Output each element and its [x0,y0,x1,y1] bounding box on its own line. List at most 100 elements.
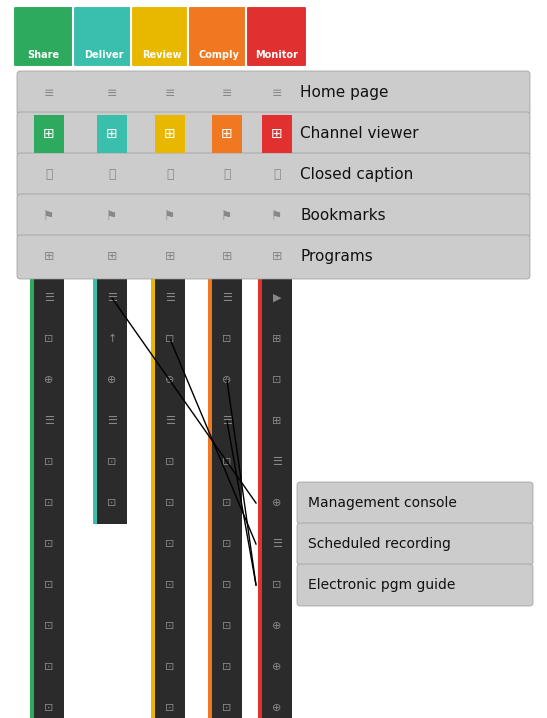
Text: ⚑: ⚑ [165,210,176,223]
Text: ⊡: ⊡ [44,662,54,672]
FancyBboxPatch shape [17,194,530,238]
Text: ⊞: ⊞ [165,251,175,264]
Text: ↑: ↑ [107,334,117,344]
Text: Share: Share [27,50,60,60]
FancyBboxPatch shape [17,153,530,197]
Bar [208,74,212,718]
Text: ⚑: ⚑ [222,210,232,223]
Text: ⊡: ⊡ [165,498,174,508]
Text: ⊡: ⊡ [222,621,232,631]
Text: ⊡: ⊡ [44,703,54,713]
Text: Home page: Home page [300,85,388,101]
Text: ⊞: ⊞ [272,251,282,264]
Text: ⊞: ⊞ [222,251,232,264]
Text: ⊞: ⊞ [106,127,118,141]
Text: ⊞: ⊞ [272,334,282,344]
Bar [258,74,262,718]
Text: ⊡: ⊡ [222,539,232,549]
Text: ⊡: ⊡ [44,539,54,549]
Text: ⊡: ⊡ [165,621,174,631]
Text: ⊡: ⊡ [165,580,174,590]
Text: ⊞: ⊞ [43,127,55,141]
Text: ⊡: ⊡ [222,457,232,467]
FancyBboxPatch shape [17,235,530,279]
Text: ⚑: ⚑ [271,210,283,223]
Text: ⊡: ⊡ [44,457,54,467]
Bar [30,74,34,718]
FancyBboxPatch shape [13,6,74,67]
Text: 🔍: 🔍 [108,169,116,182]
Text: ⊕: ⊕ [272,498,282,508]
Text: ⊡: ⊡ [272,375,282,385]
Text: ☰: ☰ [272,457,282,467]
FancyBboxPatch shape [17,71,530,115]
Text: ⊡: ⊡ [222,498,232,508]
Text: ☰: ☰ [165,293,175,303]
FancyBboxPatch shape [297,564,533,606]
FancyBboxPatch shape [17,112,530,156]
Text: ⊡: ⊡ [222,334,232,344]
Text: 🔍: 🔍 [45,169,53,182]
Text: ≡: ≡ [107,86,117,100]
Text: ⊡: ⊡ [165,334,174,344]
Text: ⊡: ⊡ [44,498,54,508]
Text: ⊡: ⊡ [44,334,54,344]
Bar [97,115,127,153]
Text: ⊡: ⊡ [222,703,232,713]
Bar [97,74,127,524]
Text: ⊕: ⊕ [107,375,117,385]
Bar [155,74,185,718]
FancyBboxPatch shape [297,482,533,524]
Text: ⊡: ⊡ [165,457,174,467]
FancyBboxPatch shape [246,6,307,67]
Text: ⊕: ⊕ [272,662,282,672]
Text: Programs: Programs [300,249,373,264]
FancyBboxPatch shape [131,6,192,67]
Text: ⊡: ⊡ [222,662,232,672]
Text: ⊡: ⊡ [107,457,117,467]
Text: ⊕: ⊕ [44,375,54,385]
Text: ≡: ≡ [222,86,232,100]
Text: ☰: ☰ [222,416,232,426]
Text: ⊡: ⊡ [165,539,174,549]
Text: ⊡: ⊡ [44,621,54,631]
Text: ⚑: ⚑ [43,210,55,223]
Text: ☰: ☰ [222,293,232,303]
Text: ⊡: ⊡ [222,580,232,590]
Text: Review: Review [142,50,181,60]
FancyBboxPatch shape [297,523,533,565]
Bar [262,115,292,153]
Text: ⊕: ⊕ [165,375,174,385]
Text: Monitor: Monitor [255,50,298,60]
Text: ⊡: ⊡ [272,580,282,590]
Text: ⊕: ⊕ [272,703,282,713]
Bar [34,74,64,718]
Text: ☰: ☰ [107,293,117,303]
Text: 🔍: 🔍 [166,169,174,182]
Text: ⊞: ⊞ [107,251,117,264]
Text: ▶: ▶ [273,293,281,303]
Bar [155,115,185,153]
Text: ☰: ☰ [107,416,117,426]
Text: ≡: ≡ [44,86,54,100]
Text: Scheduled recording: Scheduled recording [308,537,451,551]
Text: 🔍: 🔍 [274,169,281,182]
Text: Comply: Comply [198,50,239,60]
Text: ☰: ☰ [165,416,175,426]
Text: ⊞: ⊞ [164,127,176,141]
Text: ⚑: ⚑ [106,210,118,223]
Text: ⊞: ⊞ [44,251,54,264]
Bar [151,74,155,718]
FancyBboxPatch shape [188,6,249,67]
FancyBboxPatch shape [73,6,134,67]
Text: ⊕: ⊕ [222,375,232,385]
Text: ⊡: ⊡ [165,703,174,713]
Text: ⊕: ⊕ [272,621,282,631]
Text: ≡: ≡ [272,86,282,100]
Bar [93,74,97,524]
Text: ⊡: ⊡ [44,580,54,590]
Text: ☰: ☰ [272,539,282,549]
Text: ≡: ≡ [165,86,175,100]
Text: ⊡: ⊡ [107,498,117,508]
Text: Management console: Management console [308,496,457,510]
